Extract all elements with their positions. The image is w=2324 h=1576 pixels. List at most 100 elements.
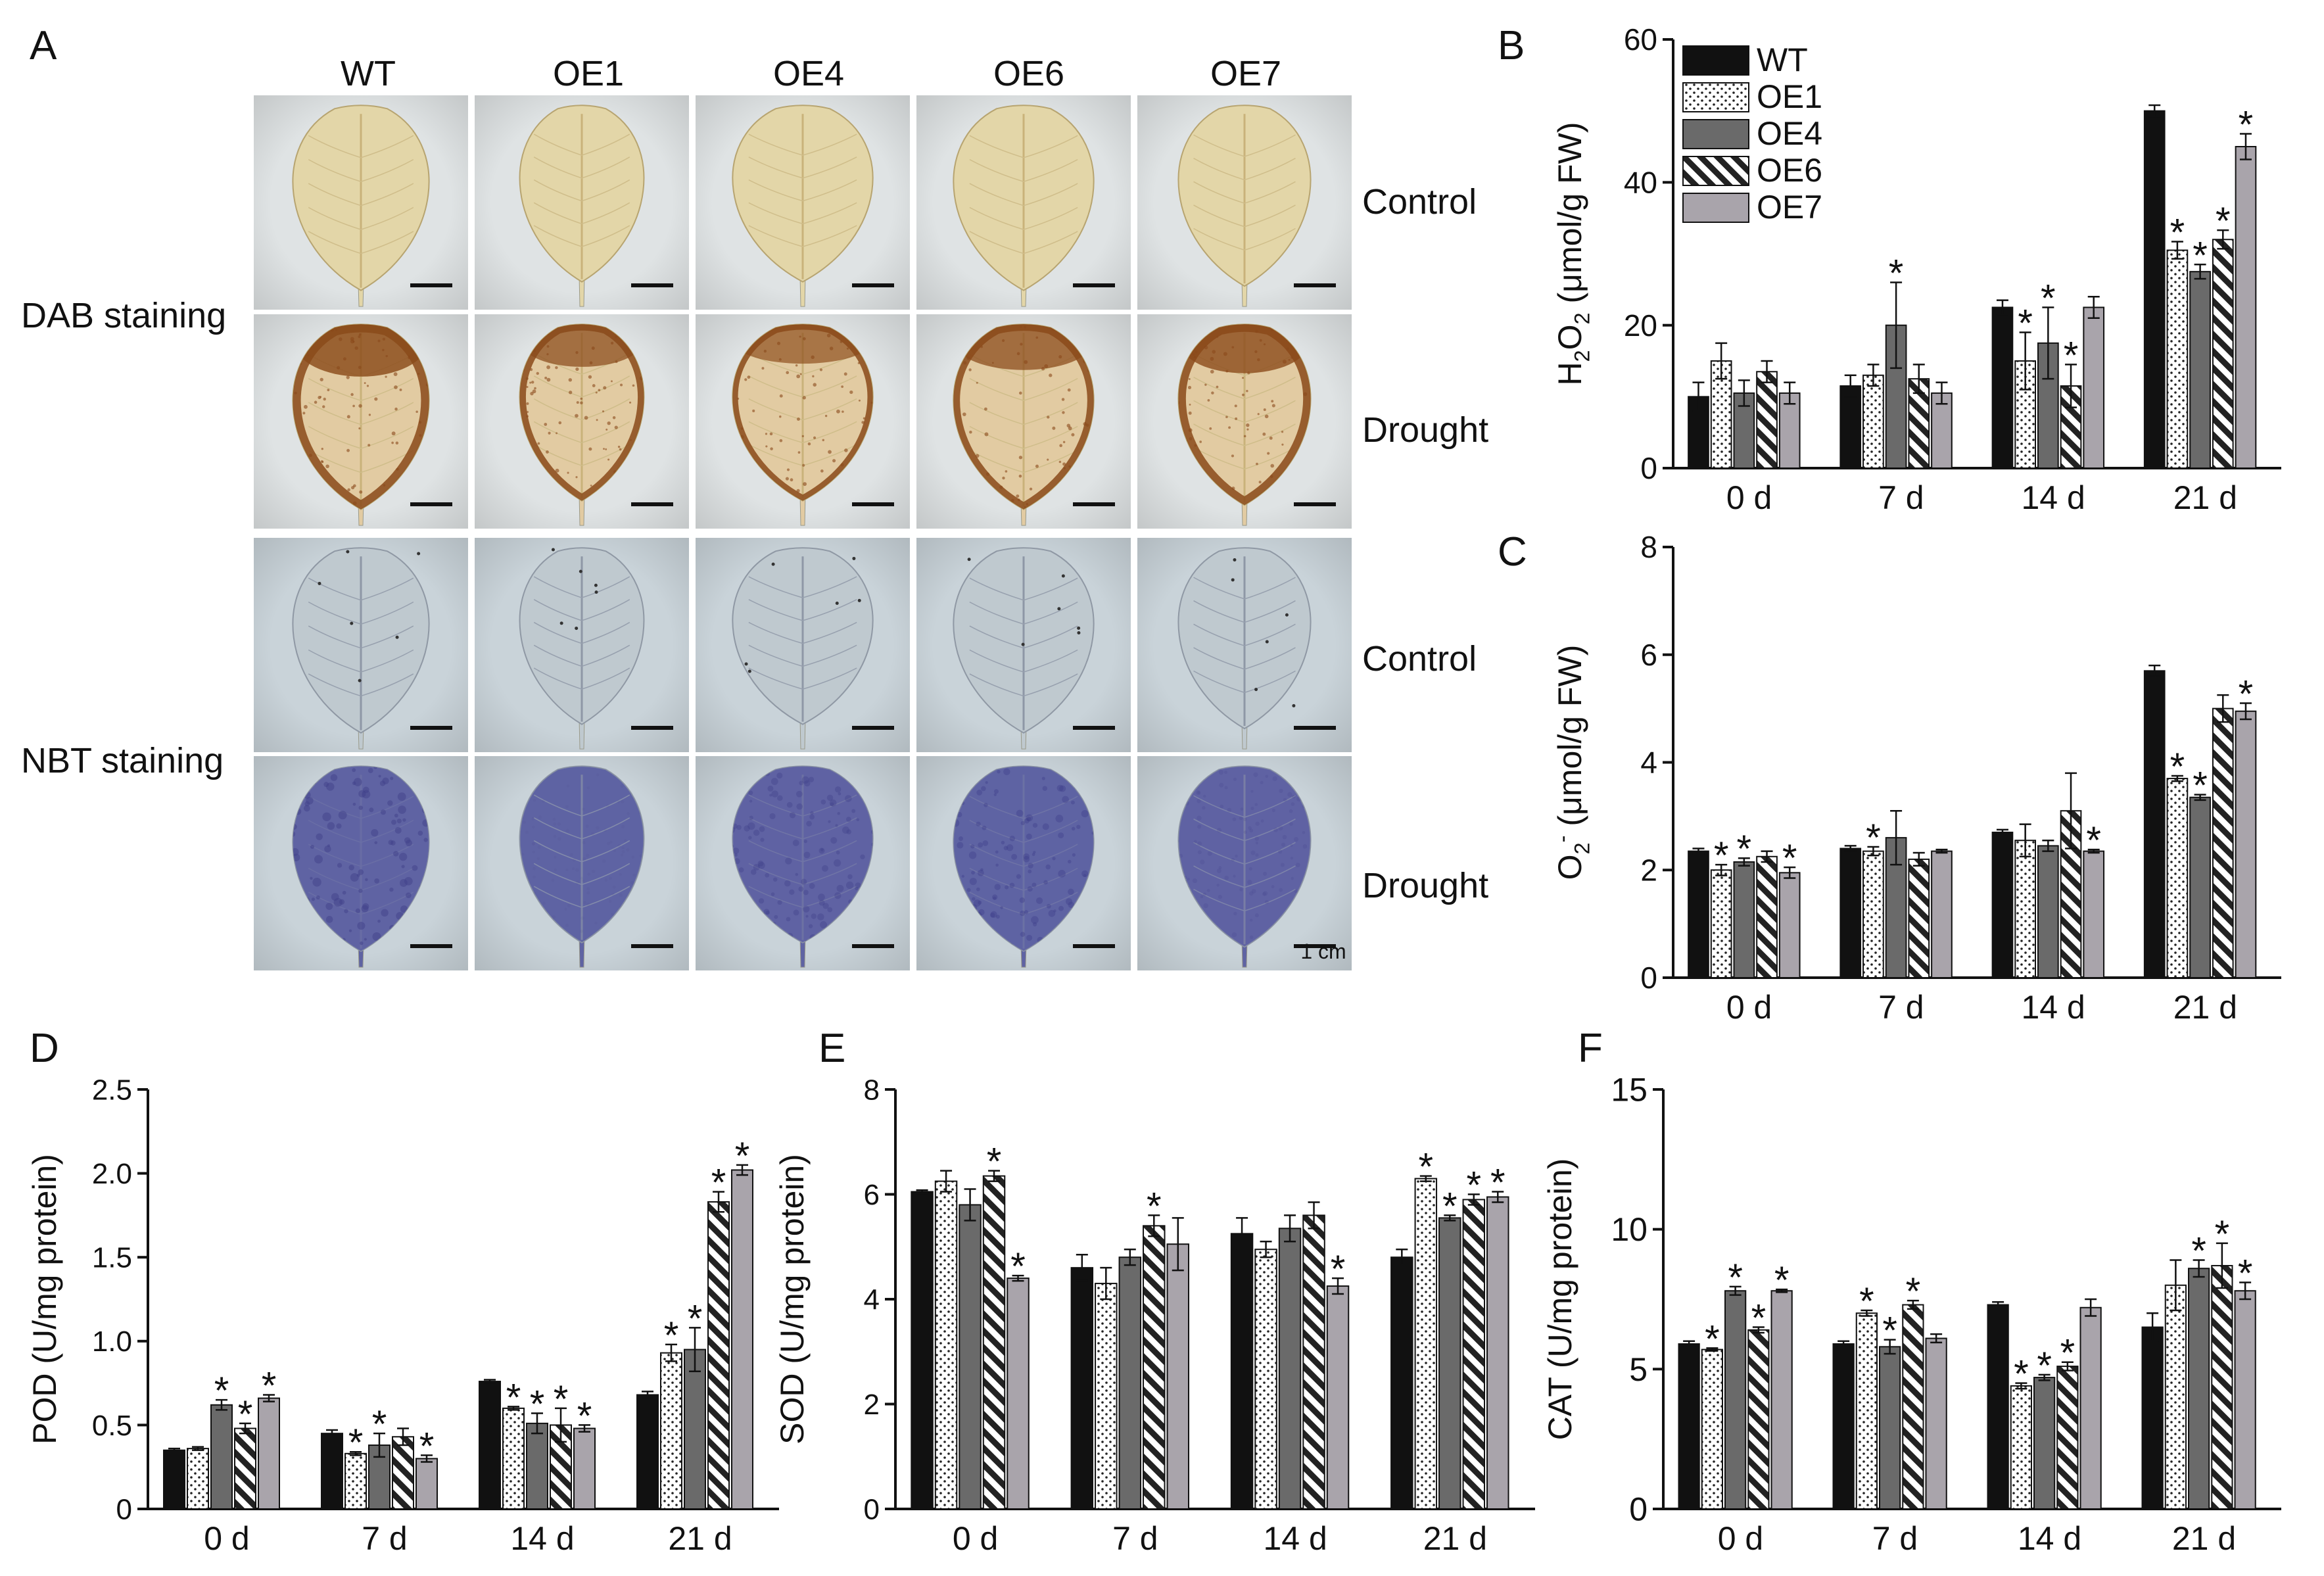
significance-asterisk: * [1782, 837, 1797, 880]
bar-wt-21d [2143, 670, 2166, 978]
bar-oe1-21d [660, 1352, 682, 1510]
bar-oe4-7d [1879, 1346, 1901, 1510]
error-bar [2061, 1361, 2074, 1372]
x-tick-label: 14 d [510, 1520, 574, 1557]
error-bar [1844, 845, 1857, 852]
bar-oe6-14d [2056, 1366, 2079, 1510]
photo-cell-dab-drought-oe6 [916, 314, 1131, 529]
bar-oe4-0d [210, 1404, 233, 1510]
photo-cell-dab-drought-wt [254, 314, 468, 529]
category-group-7d: * 7 d [1839, 809, 1953, 1026]
error-bar [1738, 857, 1750, 867]
photo-cell-nbt-drought-oe4 [696, 756, 910, 970]
significance-asterisk: * [2037, 1345, 2052, 1387]
bar-wt-21d [636, 1394, 659, 1510]
error-bar [484, 1379, 496, 1384]
bar-oe4-0d [1724, 1290, 1747, 1510]
significance-asterisk: * [1010, 1245, 1026, 1288]
y-tick-label: 60 [1624, 22, 1657, 57]
photo-cell-dab-control-oe6 [916, 95, 1131, 310]
bar-oe4-14d [1278, 1228, 1302, 1510]
category-group-14d: * 14 d [1991, 772, 2105, 1026]
error-bar [2019, 823, 2031, 858]
significance-asterisk: * [530, 1383, 545, 1426]
bar-oe6-21d [707, 1201, 730, 1510]
error-bar [2065, 364, 2077, 408]
error-bar [642, 1391, 653, 1399]
bar-oe4-7d [1118, 1256, 1142, 1510]
error-bar [2217, 229, 2229, 250]
bar-oe1-0d [1701, 1349, 1723, 1510]
y-tick-label: 5 [1629, 1351, 1648, 1388]
error-bar [2148, 664, 2161, 677]
error-bar [2171, 775, 2183, 782]
bar-oe7-21d [2235, 146, 2257, 469]
category-group-14d: ***14 d [1987, 1298, 2102, 1557]
y-axis-label: O2- (μmol/g FW) [1551, 645, 1594, 880]
bar-oe6-21d [2211, 1264, 2233, 1510]
significance-asterisk: * [2239, 103, 2254, 146]
category-group-0d: ***0 d [163, 1364, 280, 1557]
y-tick-label: 20 [1624, 308, 1657, 343]
row-label-dab-control: Control [1362, 182, 1477, 222]
bar-oe4-14d [526, 1422, 548, 1510]
scale-bar [410, 283, 452, 287]
error-bar [1332, 1277, 1344, 1295]
photo-cell-nbt-control-wt [254, 538, 468, 752]
significance-asterisk: * [1774, 1259, 1790, 1302]
panel-letter-d: D [30, 1026, 59, 1071]
error-bar [1124, 1248, 1136, 1266]
significance-asterisk: * [238, 1393, 253, 1436]
error-bar [2194, 264, 2206, 280]
legend-label-wt: WT [1757, 41, 1808, 78]
category-group-14d: * * * *14 d [479, 1376, 596, 1557]
error-bar [1861, 1309, 1873, 1317]
bar-oe1-7d [1862, 374, 1884, 469]
photo-cell-nbt-drought-oe7 [1137, 756, 1352, 970]
error-bar [1100, 1266, 1112, 1301]
bar-oe7-0d [1778, 872, 1801, 978]
bar-wt-7d [321, 1433, 343, 1510]
panel-letter-c: C [1498, 529, 1527, 575]
error-bar [1784, 866, 1796, 879]
scale-bar [1294, 502, 1336, 506]
error-bar [1890, 809, 1903, 866]
error-bar [1776, 1288, 1788, 1293]
bar-oe4-14d [2033, 1377, 2056, 1510]
bar-oe7-21d [2234, 1290, 2256, 1510]
significance-asterisk: * [688, 1297, 703, 1340]
photo-cell-dab-control-wt [254, 95, 468, 310]
x-tick-label: 0 d [1726, 479, 1772, 516]
error-bar [1844, 374, 1857, 398]
error-bar [2087, 848, 2100, 854]
bar-oe1-0d [934, 1180, 958, 1510]
y-tick-label: 1.5 [92, 1242, 132, 1274]
significance-asterisk: * [2018, 302, 2033, 345]
bar-oe1-21d [2166, 778, 2189, 978]
error-bar [216, 1398, 227, 1411]
bar-wt-14d [1991, 831, 2014, 978]
error-bar [2171, 241, 2183, 260]
bar-oe6-21d [2212, 707, 2234, 978]
category-group-7d: * 7 d [1070, 1185, 1190, 1557]
category-group-21d: ****21 d [2143, 103, 2257, 516]
bar-wt-14d [1987, 1304, 2009, 1510]
error-bar [2087, 295, 2100, 320]
error-bar [2042, 839, 2054, 852]
scale-bar [410, 726, 452, 730]
error-bar [1729, 1285, 1742, 1296]
error-bar [2015, 1382, 2028, 1390]
category-group-7d: * 7 d [1839, 252, 1953, 516]
significance-asterisk: * [2238, 1252, 2253, 1295]
error-bar [1996, 299, 2008, 316]
x-tick-label: 21 d [1423, 1520, 1487, 1557]
bar-wt-7d [1070, 1267, 1094, 1510]
photo-cell-nbt-drought-wt [254, 756, 468, 970]
bar-oe4-14d [2037, 845, 2059, 978]
significance-asterisk: * [2215, 1213, 2230, 1256]
bar-wt-21d [2143, 110, 2166, 469]
significance-asterisk: * [1490, 1162, 1506, 1205]
x-tick-label: 21 d [2173, 479, 2237, 516]
bar-oe7-7d [1166, 1243, 1190, 1510]
